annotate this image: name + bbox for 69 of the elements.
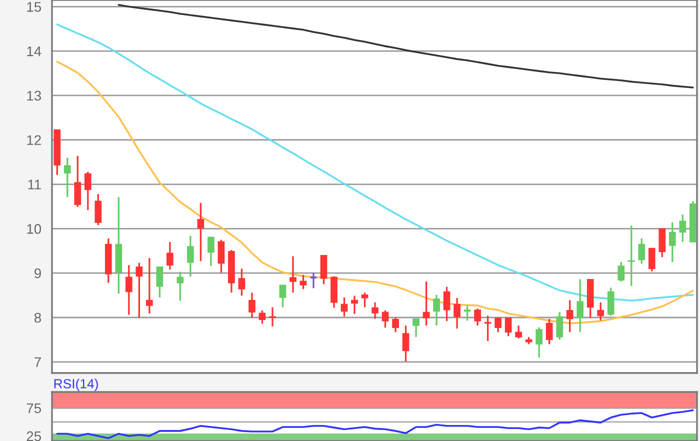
candlestick [433,294,440,326]
candlestick [156,266,164,298]
candlestick [648,247,656,272]
candlestick [269,306,276,328]
candlestick [84,171,92,211]
candlestick [454,297,460,330]
candlestick [208,236,214,267]
y-tick-label: 13 [27,90,41,101]
candlestick [94,193,102,226]
line-series [56,409,694,440]
candlestick [679,214,686,243]
candlestick [474,308,481,326]
candlestick [392,316,399,333]
y-tick-label: 14 [27,46,42,56]
candlestick [258,310,266,325]
candlestick [628,224,635,287]
candlestick [668,222,676,263]
candlestick [187,234,194,278]
candlestick [136,262,143,319]
candlestick [309,272,318,290]
candlestick [597,302,604,322]
candlestick [176,270,184,302]
candlestick [484,314,492,342]
candlestick [556,311,564,341]
candlestick [248,292,256,319]
candlestick [576,278,584,333]
line-series [118,4,694,88]
candlestick [166,241,174,270]
candlestick [290,255,296,294]
y-tick-label: 8 [34,312,41,323]
candlestick [402,324,410,362]
candlestick [504,317,512,337]
candlestick [300,274,307,290]
candlestick [464,304,471,322]
candlestick [566,299,574,333]
candlestick [64,156,71,198]
candlestick [125,264,132,316]
candlestick [279,284,286,308]
y-tick-label: 75 [26,403,42,414]
candlestick [515,324,522,340]
candlestick [146,257,153,314]
candlestick [238,268,246,297]
chart-title: RSI(14) [54,378,98,392]
candlestick [412,318,420,338]
candlestick [618,261,625,282]
candlestick [74,155,82,208]
y-tick-label: 12 [27,135,41,145]
candlestick [351,294,358,315]
candlestick [422,280,430,326]
candlestick [546,318,553,345]
y-tick-label: 10 [27,224,42,234]
candlestick [494,317,502,333]
candlestick [361,292,368,308]
y-tick-label: 15 [27,2,42,12]
candlestick [658,228,666,258]
candlestick [638,238,646,265]
candlestick [443,286,450,322]
candlestick [320,254,328,286]
candlestick [382,310,389,329]
y-tick-label: 25 [26,431,42,441]
candlestick [197,202,204,262]
candlestick [372,302,378,320]
y-tick-label: 11 [28,180,41,190]
y-tick-label: 9 [34,268,41,278]
candlestick [340,296,348,318]
candlestick [607,286,614,317]
candlestick [218,238,225,274]
y-tick-label: 7 [34,357,41,367]
candlestick [536,326,543,358]
